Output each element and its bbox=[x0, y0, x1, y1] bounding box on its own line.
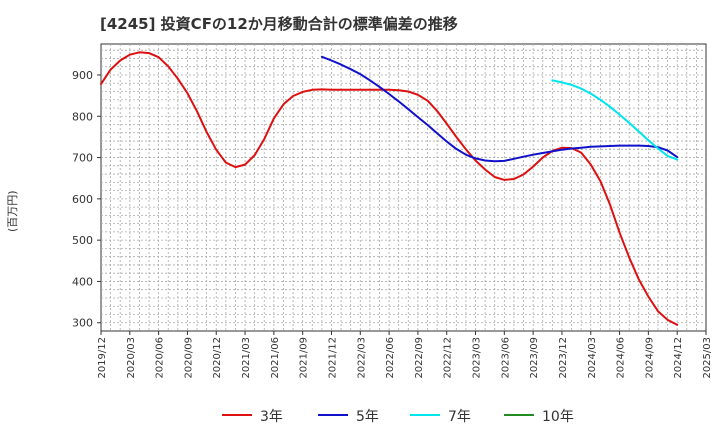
x-tick-label: 2020/03 bbox=[126, 337, 137, 379]
x-tick-label: 2023/03 bbox=[472, 337, 483, 379]
y-tick-label: 300 bbox=[72, 317, 93, 330]
x-axis-ticks: 2019/12 2020/03 2020/06 2020/09 2020/12 2021/… bbox=[97, 331, 713, 379]
x-tick-label: 2021/06 bbox=[270, 337, 281, 379]
legend: 3年 5年 7年 10年 bbox=[0, 400, 720, 430]
x-tick-label: 2025/03 bbox=[702, 337, 713, 379]
legend-swatch-7y bbox=[410, 414, 440, 416]
x-tick-label: 2021/09 bbox=[299, 337, 310, 379]
x-tick-label: 2024/09 bbox=[644, 337, 655, 379]
legend-label-5y: 5年 bbox=[356, 409, 379, 425]
x-tick-label: 2023/12 bbox=[558, 337, 569, 379]
x-tick-label: 2022/12 bbox=[443, 337, 454, 379]
chart-title: [4245] 投資CFの12か月移動合計の標準偏差の推移 bbox=[100, 15, 458, 33]
x-tick-label: 2022/09 bbox=[414, 337, 425, 379]
series-line-1 bbox=[100, 51, 679, 326]
series-line-2 bbox=[320, 55, 679, 163]
y-tick-label: 900 bbox=[72, 69, 93, 82]
x-tick-label: 2021/12 bbox=[327, 337, 338, 379]
y-tick-label: 700 bbox=[72, 152, 93, 165]
series-lines bbox=[100, 51, 679, 326]
horizontal-gridlines bbox=[101, 49, 706, 324]
x-tick-label: 2023/09 bbox=[529, 337, 540, 379]
x-tick-label: 2023/06 bbox=[500, 337, 511, 379]
y-tick-label: 400 bbox=[72, 275, 93, 288]
x-tick-label: 2024/03 bbox=[587, 337, 598, 379]
legend-label-10y: 10年 bbox=[542, 409, 574, 425]
x-tick-label: 2020/06 bbox=[155, 337, 166, 379]
legend-label-7y: 7年 bbox=[448, 409, 471, 425]
legend-label-3y: 3年 bbox=[260, 409, 283, 425]
x-tick-label: 2020/12 bbox=[212, 337, 223, 379]
x-tick-label: 2020/09 bbox=[183, 337, 194, 379]
x-tick-label: 2024/12 bbox=[673, 337, 684, 379]
y-tick-label: 500 bbox=[72, 234, 93, 247]
x-tick-label: 2024/06 bbox=[616, 337, 627, 379]
x-tick-label: 2022/06 bbox=[385, 337, 396, 379]
chart-canvas: 300 400 500 600 700 800 900 2019/12 2020/03 2020… bbox=[72, 43, 713, 379]
series-line-3 bbox=[551, 79, 679, 161]
x-tick-label: 2022/03 bbox=[356, 337, 367, 379]
legend-swatch-10y bbox=[504, 414, 534, 416]
x-tick-label: 2021/03 bbox=[241, 337, 252, 379]
y-axis-ticks: 300 400 500 600 700 800 900 bbox=[72, 69, 101, 330]
y-tick-label: 800 bbox=[72, 110, 93, 123]
plot-area bbox=[100, 43, 707, 332]
y-tick-label: 600 bbox=[72, 193, 93, 206]
x-tick-label: 2019/12 bbox=[97, 337, 108, 379]
legend-swatch-3y bbox=[222, 414, 252, 416]
legend-swatch-5y bbox=[318, 414, 348, 416]
